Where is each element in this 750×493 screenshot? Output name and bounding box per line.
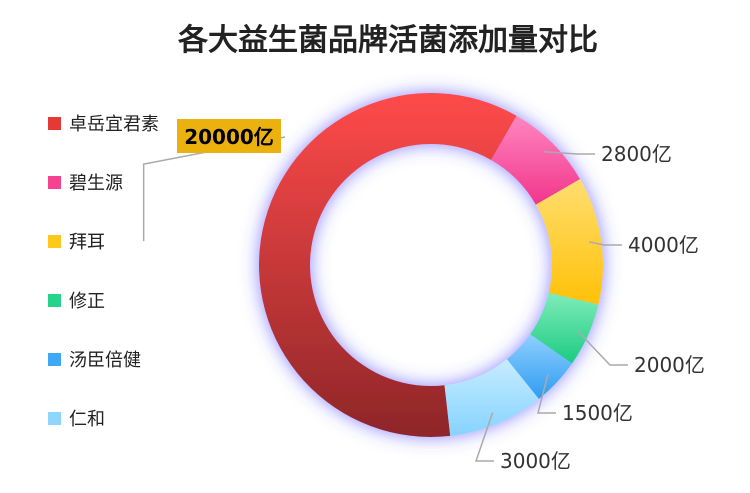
legend-swatch-2 xyxy=(48,176,61,189)
slice-label-1: 20000亿 xyxy=(184,125,274,149)
leader-line-5 xyxy=(537,374,556,414)
slice-1[interactable] xyxy=(259,92,517,438)
slice-6[interactable] xyxy=(444,359,539,436)
legend-swatch-4 xyxy=(48,294,61,307)
leader-line-4 xyxy=(576,329,628,366)
slice-4[interactable] xyxy=(530,292,599,364)
legend-label-5[interactable]: 汤臣倍健 xyxy=(69,350,141,371)
leader-line-6 xyxy=(474,412,494,462)
leader-line-3 xyxy=(589,241,622,246)
leader-line-2 xyxy=(543,150,595,155)
legend-label-1[interactable]: 卓岳宜君素 xyxy=(69,114,159,135)
slice-label-3: 4000亿 xyxy=(628,233,699,257)
legend-label-4[interactable]: 修正 xyxy=(69,291,105,312)
slice-3[interactable] xyxy=(535,179,603,305)
slice-label-5: 1500亿 xyxy=(562,401,633,425)
slice-label-6: 3000亿 xyxy=(500,449,571,473)
slice-label-2: 2800亿 xyxy=(601,142,672,166)
legend-swatch-6 xyxy=(48,412,61,425)
highlight-label-box xyxy=(177,119,281,153)
legend-label-3[interactable]: 拜耳 xyxy=(69,232,105,253)
legend-swatch-3 xyxy=(48,235,61,248)
legend-label-2[interactable]: 碧生源 xyxy=(69,173,123,194)
legend-swatch-1 xyxy=(48,117,61,130)
slice-5[interactable] xyxy=(506,334,573,399)
chart-title: 各大益生菌品牌活菌添加量对比 xyxy=(177,23,598,58)
slice-label-4: 2000亿 xyxy=(634,353,705,377)
slice-2[interactable] xyxy=(491,115,581,205)
legend-label-6[interactable]: 仁和 xyxy=(69,409,105,430)
donut-ring xyxy=(259,92,603,438)
legend-swatch-5 xyxy=(48,353,61,366)
